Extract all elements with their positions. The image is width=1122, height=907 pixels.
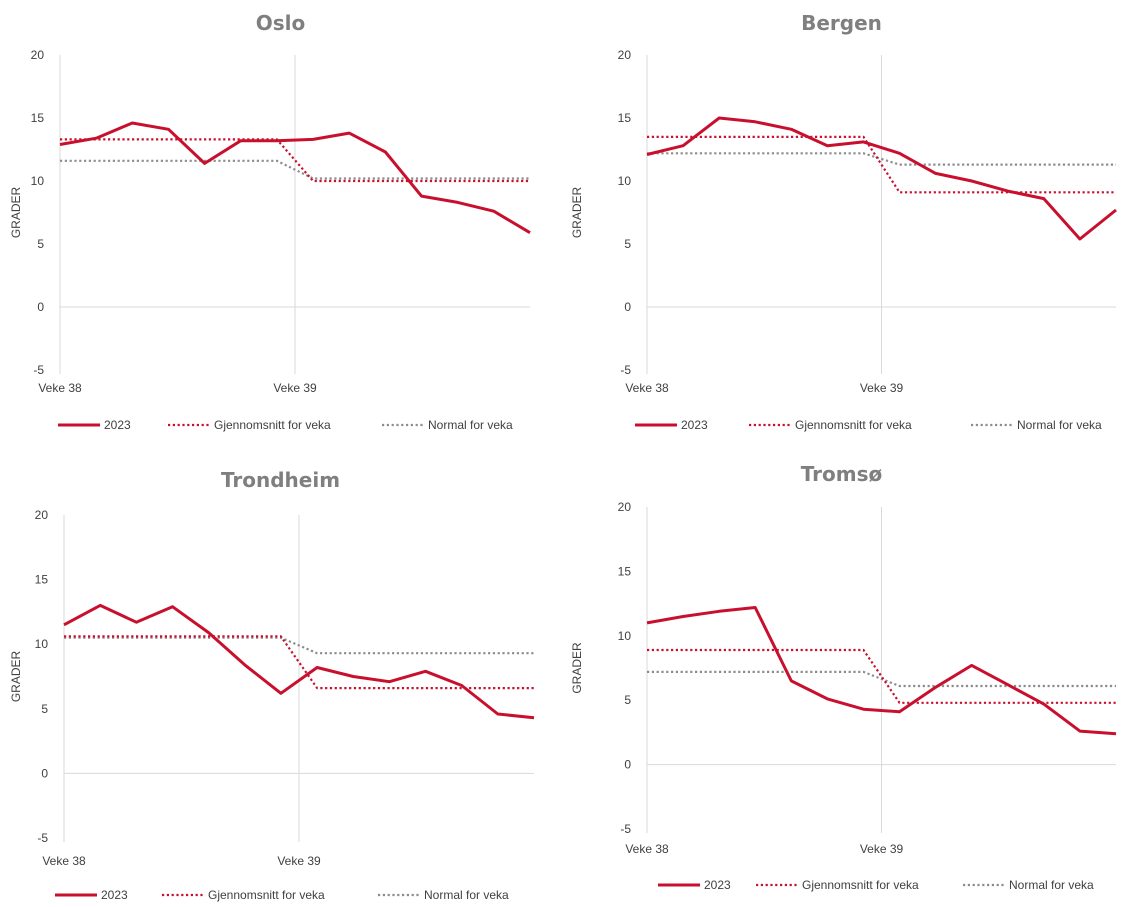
x-tick-label: Veke 38: [42, 854, 86, 868]
legend-item-average: Gjennomsnitt for veka: [756, 878, 919, 892]
y-tick-label: 10: [618, 629, 632, 643]
series-line-2023: [646, 116, 1117, 241]
y-axis-label: GRADER: [570, 186, 584, 238]
chart-troms: Tromsø GRADER -5 0 5 10 15 20 Veke 38 Veke 39 2023…: [570, 462, 1117, 892]
y-tick-label: 5: [624, 693, 631, 707]
legend-label: 2023: [104, 418, 131, 432]
x-tick-label: Veke 39: [860, 842, 904, 856]
y-tick-label: 0: [41, 766, 48, 780]
legend-item-normal: Normal for veka: [378, 888, 509, 902]
legend-item-average: Gjennomsnitt for veka: [749, 418, 912, 432]
legend-label: Gjennomsnitt for veka: [795, 418, 912, 432]
series-line-2023: [646, 606, 1117, 736]
x-tick-label: Veke 39: [273, 381, 317, 395]
legend-label: Gjennomsnitt for veka: [208, 888, 325, 902]
y-tick-label: -5: [33, 363, 44, 377]
series-line-2023: [63, 603, 535, 720]
y-axis-label: GRADER: [570, 642, 584, 694]
y-tick-label: 10: [31, 174, 45, 188]
series-line-gjennomsnitt-for-veka: [60, 138, 530, 183]
y-tick-label: 10: [618, 174, 632, 188]
legend-label: Gjennomsnitt for veka: [214, 418, 331, 432]
chart-title: Trondheim: [221, 468, 340, 492]
y-tick-label: 20: [31, 48, 45, 62]
legend-label: Gjennomsnitt for veka: [802, 878, 919, 892]
legend-item-average: Gjennomsnitt for veka: [162, 888, 325, 902]
legend-item-average: Gjennomsnitt for veka: [168, 418, 331, 432]
y-tick-label: -5: [620, 363, 631, 377]
x-tick-label: Veke 38: [625, 381, 669, 395]
x-tick-label: Veke 38: [625, 842, 669, 856]
legend-item-actual: 2023: [635, 418, 708, 432]
y-tick-label: 20: [618, 48, 632, 62]
legend-label: Normal for veka: [1017, 418, 1102, 432]
y-tick-label: 15: [618, 564, 632, 578]
series-line-2023: [59, 121, 531, 234]
legend-label: 2023: [681, 418, 708, 432]
y-tick-label: 0: [624, 758, 631, 772]
legend-label: Normal for veka: [424, 888, 509, 902]
y-tick-label: 5: [41, 702, 48, 716]
series-line-normal-for-veka: [647, 670, 1116, 688]
legend-label: Normal for veka: [428, 418, 513, 432]
chart-oslo: Oslo GRADER -5 0 5 10 15 20 Veke 38 Veke 39 2023 Gj…: [9, 11, 531, 432]
y-tick-label: 5: [624, 237, 631, 251]
legend-item-normal: Normal for veka: [382, 418, 513, 432]
series-line-gjennomsnitt-for-veka: [647, 648, 1116, 704]
x-tick-label: Veke 39: [277, 854, 321, 868]
y-tick-label: 15: [618, 111, 632, 125]
legend-label: Normal for veka: [1009, 878, 1094, 892]
chart-bergen: Bergen GRADER -5 0 5 10 15 20 Veke 38 Veke 39 2023…: [570, 11, 1117, 432]
legend-item-normal: Normal for veka: [971, 418, 1102, 432]
legend-item-actual: 2023: [658, 878, 731, 892]
series-line-normal-for-veka: [60, 159, 530, 180]
y-tick-label: 15: [35, 573, 49, 587]
legend-item-actual: 2023: [58, 418, 131, 432]
y-tick-label: 0: [624, 300, 631, 314]
series-line-normal-for-veka: [64, 636, 534, 655]
legend-item-actual: 2023: [55, 888, 128, 902]
y-tick-label: 20: [35, 508, 49, 522]
y-axis-label: GRADER: [9, 650, 23, 702]
y-tick-label: 0: [37, 300, 44, 314]
y-tick-label: -5: [37, 831, 48, 845]
y-tick-label: 20: [618, 500, 632, 514]
series-line-gjennomsnitt-for-veka: [64, 635, 534, 690]
x-tick-label: Veke 38: [38, 381, 82, 395]
x-tick-label: Veke 39: [860, 381, 904, 395]
chart-title: Tromsø: [801, 462, 883, 486]
legend-label: 2023: [704, 878, 731, 892]
legend-item-normal: Normal for veka: [963, 878, 1094, 892]
y-axis-label: GRADER: [9, 186, 23, 238]
y-tick-label: -5: [620, 822, 631, 836]
chart-title: Oslo: [256, 11, 306, 35]
series-line-normal-for-veka: [647, 152, 1116, 166]
y-tick-label: 15: [31, 111, 45, 125]
series-line-gjennomsnitt-for-veka: [647, 135, 1116, 194]
chart-trondheim: Trondheim GRADER -5 0 5 10 15 20 Veke 38 Veke 39 2…: [9, 468, 535, 902]
y-tick-label: 10: [35, 637, 49, 651]
legend-label: 2023: [101, 888, 128, 902]
y-tick-label: 5: [37, 237, 44, 251]
chart-title: Bergen: [801, 11, 882, 35]
